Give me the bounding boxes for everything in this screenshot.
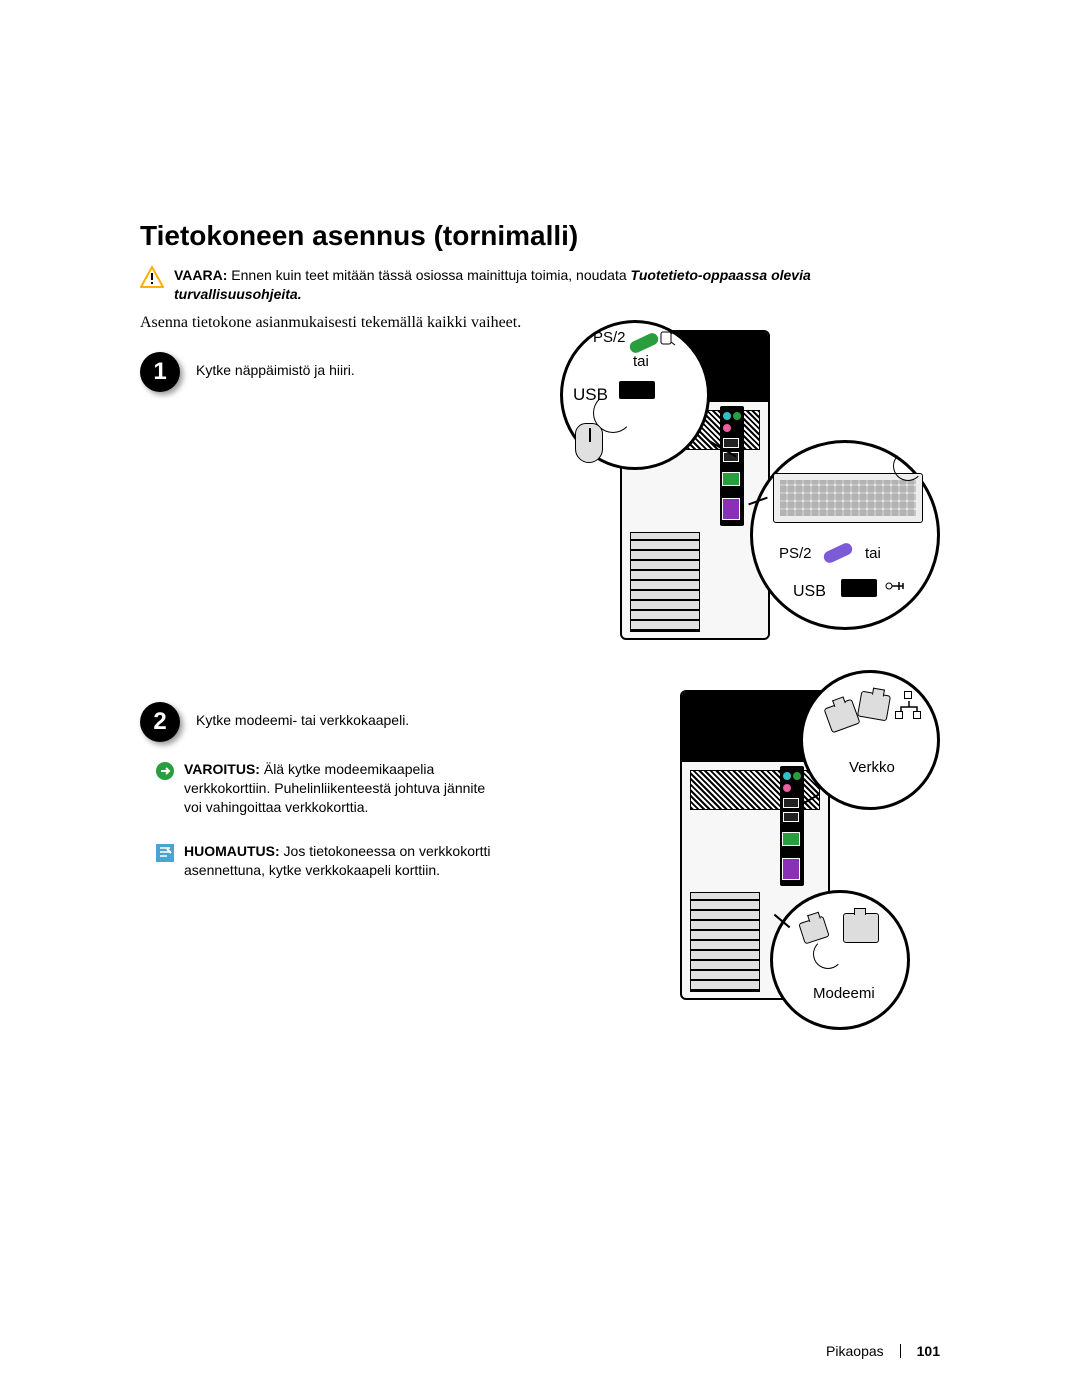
note-block: HUOMAUTUS: Jos tietokoneessa on verkkoko…	[156, 842, 496, 880]
label-usb-kbd: USB	[793, 583, 826, 601]
callout-network: Verkko	[800, 670, 940, 810]
note-text: HUOMAUTUS: Jos tietokoneessa on verkkoko…	[184, 842, 496, 880]
label-ps2-mouse: PS/2	[593, 329, 626, 346]
note-label: HUOMAUTUS:	[184, 843, 280, 859]
footer-doc: Pikaopas	[826, 1343, 884, 1359]
notice-block: VAROITUS: Älä kytke modeemikaapelia verk…	[156, 760, 496, 817]
warning-text: VAARA: Ennen kuin teet mitään tässä osio…	[174, 266, 940, 304]
callout-modem: Modeemi	[770, 890, 910, 1030]
step-2-text: Kytke modeemi- tai verkkokaapeli.	[196, 702, 409, 728]
label-modem: Modeemi	[813, 985, 875, 1002]
warning-block: VAARA: Ennen kuin teet mitään tässä osio…	[140, 266, 940, 304]
warning-label: VAARA:	[174, 267, 227, 283]
label-ps2-kbd: PS/2	[779, 545, 812, 562]
notice-label: VAROITUS:	[184, 761, 260, 777]
footer-separator	[900, 1344, 901, 1358]
label-or-mouse: tai	[633, 353, 649, 370]
label-network: Verkko	[849, 759, 895, 776]
step-1-text: Kytke näppäimistö ja hiiri.	[196, 352, 355, 378]
step-1-badge: 1	[140, 352, 180, 392]
warning-icon	[140, 266, 164, 288]
note-icon	[156, 844, 174, 862]
callout-mouse: PS/2 tai USB	[560, 320, 710, 470]
callout-keyboard: PS/2 tai USB	[750, 440, 940, 630]
footer-page: 101	[917, 1343, 940, 1359]
warning-body: Ennen kuin teet mitään tässä osiossa mai…	[231, 267, 630, 283]
page-footer: Pikaopas 101	[826, 1343, 940, 1359]
label-or-kbd: tai	[865, 545, 881, 562]
diagram-step2: Verkko Modeemi	[680, 690, 940, 1050]
diagram-step1: PS/2 tai USB PS/2 tai USB	[600, 330, 940, 650]
notice-text: VAROITUS: Älä kytke modeemikaapelia verk…	[184, 760, 496, 817]
notice-icon	[156, 762, 174, 780]
page-title: Tietokoneen asennus (tornimalli)	[140, 220, 940, 252]
step-2-badge: 2	[140, 702, 180, 742]
